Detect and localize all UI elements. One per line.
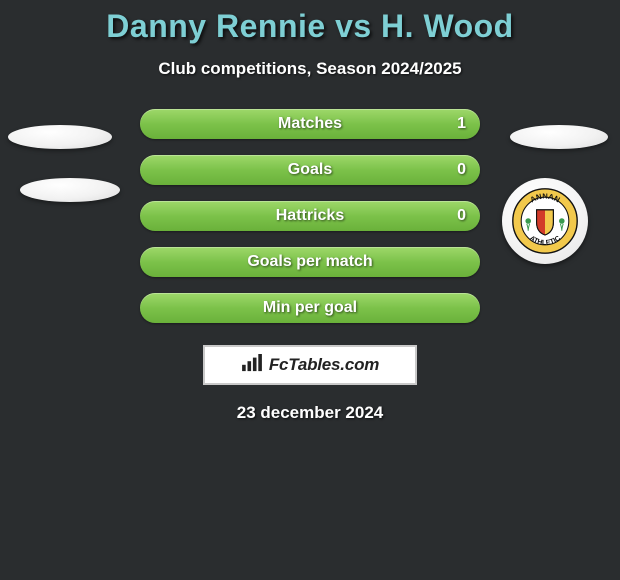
stat-label: Matches [278,115,342,133]
stat-label: Hattricks [276,207,344,225]
club-badge: ANNAN ATHLETIC [502,178,588,264]
stat-right-value: 1 [457,115,466,133]
date-label: 23 december 2024 [0,403,620,423]
stat-row: Min per goal [140,293,480,323]
subtitle: Club competitions, Season 2024/2025 [0,59,620,79]
bars-icon [241,354,263,377]
page-title: Danny Rennie vs H. Wood [0,8,620,45]
stat-right-value: 0 [457,207,466,225]
stat-label: Goals [288,161,332,179]
stat-label: Goals per match [247,253,372,271]
brand-text: FcTables.com [269,355,379,375]
stat-row: Goals per match [140,247,480,277]
stat-row: Hattricks 0 [140,201,480,231]
brand-badge: FcTables.com [203,345,417,385]
stat-row: Matches 1 [140,109,480,139]
stat-row: Goals 0 [140,155,480,185]
stat-right-value: 0 [457,161,466,179]
placeholder-ellipse [20,178,120,202]
stat-label: Min per goal [263,299,357,317]
placeholder-ellipse [510,125,608,149]
placeholder-ellipse [8,125,112,149]
